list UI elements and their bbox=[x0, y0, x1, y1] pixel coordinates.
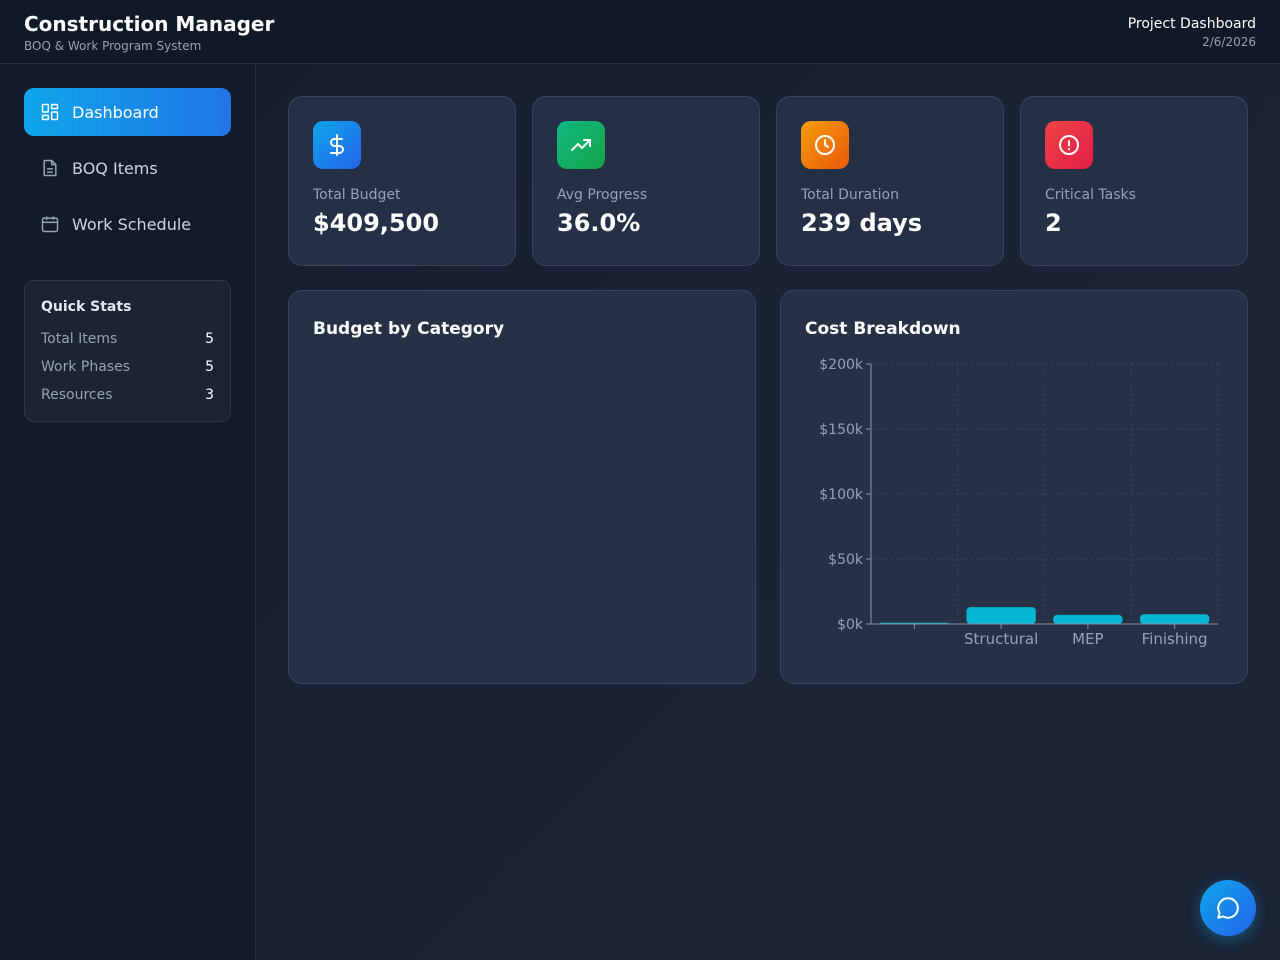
sidebar: Dashboard BOQ Items Work Schedule Quick … bbox=[0, 64, 256, 960]
quick-stats-title: Quick Stats bbox=[41, 299, 132, 315]
quick-stat-total-items: Total Items 5 bbox=[41, 331, 214, 347]
alert-icon bbox=[1045, 121, 1093, 169]
stat-card-critical-tasks: Critical Tasks 2 bbox=[1020, 96, 1248, 266]
y-tick-label: $150k bbox=[819, 422, 864, 438]
sidebar-item-label: Dashboard bbox=[72, 102, 159, 122]
bar bbox=[1053, 614, 1123, 624]
app-header: Construction Manager BOQ & Work Program … bbox=[0, 0, 1280, 64]
x-tick-label: Structural bbox=[964, 630, 1038, 648]
quick-stat-label: Work Phases bbox=[41, 359, 130, 375]
stat-card-label: Critical Tasks bbox=[1045, 187, 1136, 203]
stat-card-label: Avg Progress bbox=[557, 187, 648, 203]
chat-icon bbox=[1217, 897, 1239, 919]
stat-card-label: Total Duration bbox=[801, 187, 899, 203]
quick-stat-work-phases: Work Phases 5 bbox=[41, 359, 214, 375]
quick-stats-panel: Quick Stats Total Items 5 Work Phases 5 … bbox=[24, 280, 231, 422]
panel-title: Cost Breakdown bbox=[805, 319, 961, 339]
document-icon bbox=[40, 158, 60, 178]
quick-stat-resources: Resources 3 bbox=[41, 387, 214, 403]
budget-by-category-panel: Budget by Category bbox=[288, 290, 756, 684]
page-label: Project Dashboard bbox=[1127, 16, 1256, 32]
chat-button[interactable] bbox=[1200, 880, 1256, 936]
stat-card-value: 239 days bbox=[801, 209, 923, 237]
clock-icon bbox=[801, 121, 849, 169]
quick-stat-value: 5 bbox=[205, 331, 214, 347]
quick-stat-label: Resources bbox=[41, 387, 113, 403]
stat-card-total-duration: Total Duration 239 days bbox=[776, 96, 1004, 266]
page-date: 2/6/2026 bbox=[1202, 35, 1256, 49]
app-subtitle: BOQ & Work Program System bbox=[24, 39, 202, 53]
y-tick-label: $50k bbox=[828, 552, 864, 568]
calendar-icon bbox=[40, 214, 60, 234]
cost-breakdown-panel: Cost Breakdown $0k $50k $100k $150k $200k Str… bbox=[780, 290, 1248, 684]
x-tick-label: Finishing bbox=[1142, 630, 1208, 648]
y-tick-label: $0k bbox=[837, 617, 864, 633]
quick-stat-value: 3 bbox=[205, 387, 214, 403]
sidebar-item-dashboard[interactable]: Dashboard bbox=[24, 88, 231, 136]
sidebar-item-label: BOQ Items bbox=[72, 158, 158, 178]
bar bbox=[966, 607, 1036, 624]
sidebar-item-work-schedule[interactable]: Work Schedule bbox=[24, 200, 231, 248]
bar bbox=[1139, 614, 1210, 624]
cost-breakdown-chart: $0k $50k $100k $150k $200k Structural MEP Finis… bbox=[819, 357, 1219, 648]
x-tick-label: MEP bbox=[1072, 630, 1103, 648]
sidebar-item-label: Work Schedule bbox=[72, 214, 192, 234]
stat-card-total-budget: Total Budget $409,500 bbox=[288, 96, 516, 266]
stat-card-value: 36.0% bbox=[557, 209, 641, 237]
dashboard-icon bbox=[40, 102, 60, 122]
stat-card-value: $409,500 bbox=[313, 209, 440, 237]
panel-title: Budget by Category bbox=[313, 319, 505, 339]
sidebar-item-boq-items[interactable]: BOQ Items bbox=[24, 144, 231, 192]
quick-stat-value: 5 bbox=[205, 359, 214, 375]
app-title: Construction Manager bbox=[24, 12, 275, 36]
y-tick-label: $200k bbox=[819, 357, 864, 373]
dollar-icon bbox=[313, 121, 361, 169]
trending-up-icon bbox=[557, 121, 605, 169]
y-tick-label: $100k bbox=[819, 487, 864, 503]
quick-stat-label: Total Items bbox=[41, 331, 118, 347]
stat-card-label: Total Budget bbox=[313, 187, 401, 203]
stat-card-avg-progress: Avg Progress 36.0% bbox=[532, 96, 760, 266]
stat-card-value: 2 bbox=[1045, 209, 1062, 237]
